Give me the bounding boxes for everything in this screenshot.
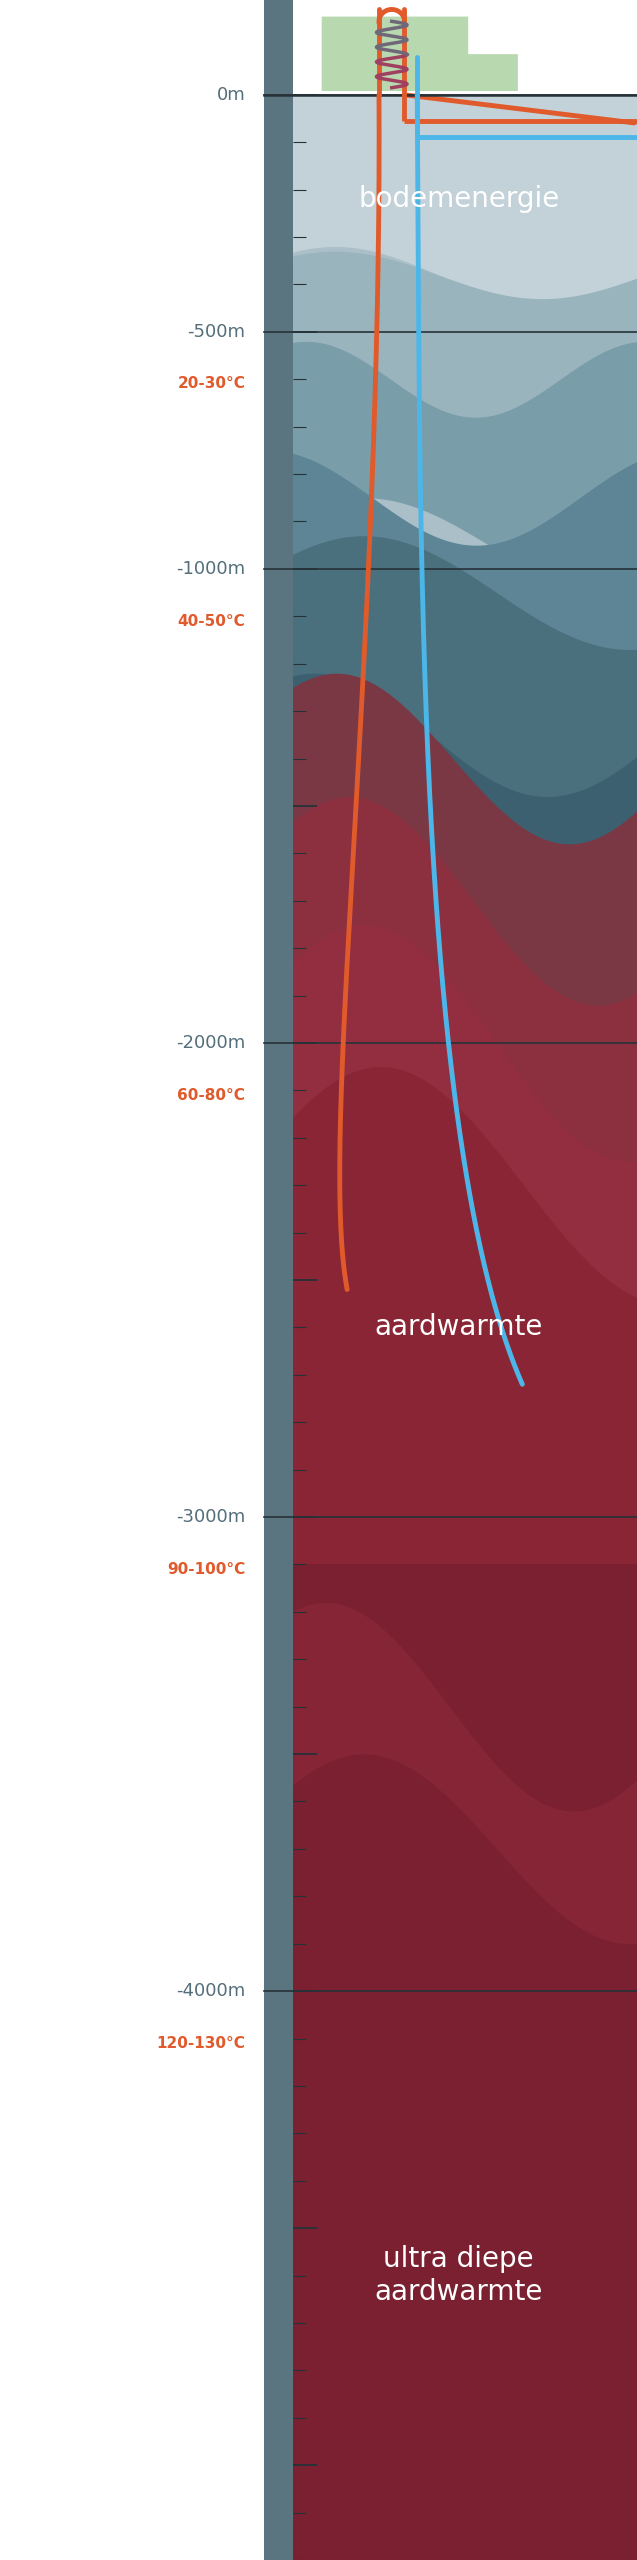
- Text: 120-130°C: 120-130°C: [156, 2035, 245, 2051]
- Text: ultra diepe
aardwarmte: ultra diepe aardwarmte: [375, 2245, 543, 2307]
- Text: 40-50°C: 40-50°C: [178, 614, 245, 630]
- Text: aardwarmte: aardwarmte: [375, 1313, 543, 1341]
- FancyBboxPatch shape: [457, 54, 518, 92]
- Text: -4000m: -4000m: [176, 1981, 245, 1999]
- Text: -500m: -500m: [187, 323, 245, 340]
- Text: -3000m: -3000m: [176, 1508, 245, 1526]
- FancyBboxPatch shape: [322, 15, 468, 92]
- Text: 60-80°C: 60-80°C: [177, 1088, 245, 1103]
- Text: 0m: 0m: [217, 87, 245, 105]
- Text: -1000m: -1000m: [176, 561, 245, 579]
- Text: -2000m: -2000m: [176, 1034, 245, 1052]
- Text: 20-30°C: 20-30°C: [177, 376, 245, 392]
- Text: 90-100°C: 90-100°C: [167, 1562, 245, 1577]
- Text: bodemenergie: bodemenergie: [358, 184, 559, 212]
